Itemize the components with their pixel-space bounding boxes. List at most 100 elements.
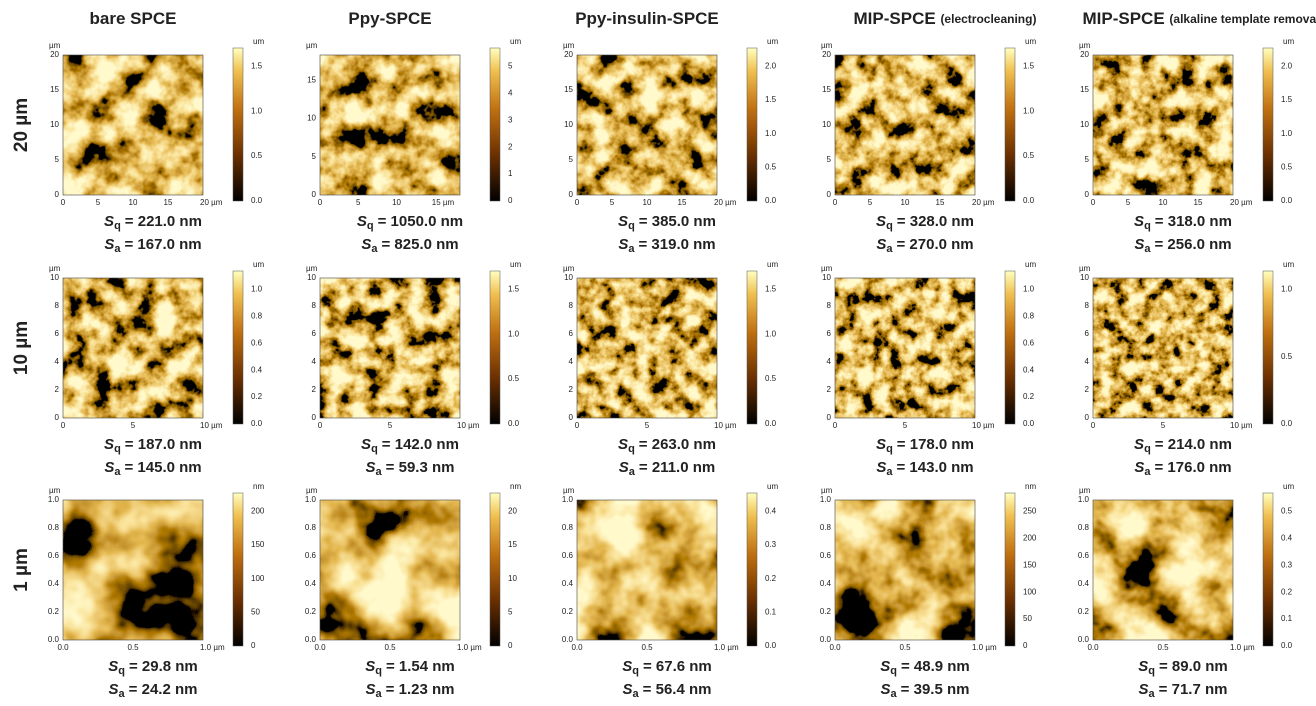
- y-tick-label: 6: [1085, 329, 1090, 338]
- image-frame: [319, 54, 461, 196]
- colorbar-tick-label: 20: [508, 506, 517, 515]
- colorbar-tick-label: 0.3: [765, 540, 777, 549]
- y-tick-label: 8: [55, 301, 60, 310]
- colorbar-tick-label: 1.0: [1023, 284, 1035, 293]
- y-tick-label: 6: [569, 329, 574, 338]
- axis-unit: µm: [821, 486, 833, 495]
- x-tick-label: 0.0: [829, 643, 841, 652]
- roughness-sq: Sq = 221.0 nm: [104, 213, 202, 232]
- colorbar-tick-label: 0: [508, 641, 513, 650]
- colorbar-tick-label: 150: [251, 540, 265, 549]
- colorbar-tick-label: 15: [508, 540, 517, 549]
- roughness-sa: Sa = 145.0 nm: [104, 459, 201, 478]
- colorbar-tick-label: 0.0: [1281, 419, 1293, 428]
- colorbar: [1004, 270, 1016, 425]
- image-frame: [319, 499, 461, 641]
- y-tick-label: 0.4: [1078, 579, 1090, 588]
- colorbar-unit: nm: [1025, 482, 1036, 491]
- y-tick-label: 15: [1080, 85, 1089, 94]
- roughness-sq: Sq = 178.0 nm: [876, 436, 974, 455]
- y-tick-label: 8: [312, 301, 317, 310]
- colorbar-tick-label: 1.0: [765, 129, 777, 138]
- x-tick-label: 10: [392, 198, 401, 207]
- roughness-sq: Sq = 67.6 nm: [622, 658, 712, 677]
- x-tick-label: 15 µm: [432, 198, 455, 207]
- axis-unit: µm: [306, 41, 318, 50]
- colorbar-tick-label: 150: [1023, 560, 1037, 569]
- colorbar-tick-label: 0.0: [251, 419, 263, 428]
- y-tick-label: 6: [827, 329, 832, 338]
- row-label: 10 µm: [11, 321, 32, 375]
- x-tick-label: 1.0 µm: [200, 643, 225, 652]
- x-tick-label: 0: [318, 421, 323, 430]
- colorbar-tick-label: 0.8: [251, 311, 263, 320]
- x-tick-label: 10: [1159, 198, 1168, 207]
- afm-image: [63, 278, 203, 418]
- x-tick-label: 0.5: [899, 643, 911, 652]
- y-tick-label: 0.4: [562, 579, 574, 588]
- colorbar-tick-label: 1.5: [1281, 95, 1293, 104]
- x-tick-label: 0.0: [571, 643, 583, 652]
- colorbar-tick-label: 0.5: [508, 374, 520, 383]
- colorbar-tick-label: 0.1: [765, 607, 777, 616]
- x-tick-label: 0.0: [314, 643, 326, 652]
- y-tick-label: 15: [50, 85, 59, 94]
- colorbar-unit: um: [1283, 37, 1294, 46]
- afm-image: [835, 55, 975, 195]
- colorbar-tick-label: 3: [508, 115, 513, 124]
- roughness-sa: Sa = 270.0 nm: [876, 236, 973, 255]
- column-title: Ppy-insulin-SPCE: [575, 9, 719, 28]
- colorbar-tick-label: 1.0: [1281, 284, 1293, 293]
- colorbar-tick-label: 1.0: [251, 284, 263, 293]
- y-tick-label: 0: [312, 190, 317, 199]
- image-frame: [1092, 499, 1234, 641]
- x-tick-label: 15: [936, 198, 945, 207]
- y-tick-label: 2: [569, 385, 574, 394]
- colorbar-tick-label: 0.5: [251, 151, 263, 160]
- afm-image: [63, 55, 203, 195]
- colorbar-tick-label: 0.0: [1023, 196, 1035, 205]
- y-tick-label: 0.0: [48, 635, 60, 644]
- y-tick-label: 15: [307, 75, 316, 84]
- y-tick-label: 0.8: [305, 523, 317, 532]
- y-tick-label: 10: [1080, 120, 1089, 129]
- colorbar-tick-label: 0.3: [1281, 560, 1293, 569]
- x-tick-label: 0.5: [1157, 643, 1169, 652]
- colorbar-unit: um: [767, 260, 778, 269]
- roughness-sq: Sq = 214.0 nm: [1134, 436, 1232, 455]
- y-tick-label: 0.4: [820, 579, 832, 588]
- colorbar-tick-label: 0: [1023, 641, 1028, 650]
- colorbar-tick-label: 2: [508, 142, 513, 151]
- x-tick-label: 5: [868, 198, 873, 207]
- roughness-sa: Sa = 56.4 nm: [623, 681, 712, 700]
- x-tick-label: 15: [164, 198, 173, 207]
- x-tick-label: 0: [1091, 421, 1096, 430]
- y-tick-label: 1.0: [562, 495, 574, 504]
- colorbar: [1262, 270, 1274, 425]
- y-tick-label: 10: [1080, 273, 1089, 282]
- y-tick-label: 10: [307, 114, 316, 123]
- y-tick-label: 4: [1085, 357, 1090, 366]
- afm-image: [320, 55, 460, 195]
- y-tick-label: 10: [50, 120, 59, 129]
- colorbar-tick-label: 1.5: [765, 284, 777, 293]
- axis-unit: µm: [49, 486, 61, 495]
- y-tick-label: 8: [569, 301, 574, 310]
- roughness-sq: Sq = 263.0 nm: [618, 436, 716, 455]
- image-frame: [1092, 54, 1234, 196]
- y-tick-label: 1.0: [820, 495, 832, 504]
- y-tick-label: 20: [1080, 50, 1089, 59]
- x-tick-label: 10: [901, 198, 910, 207]
- image-frame: [834, 277, 976, 419]
- x-tick-label: 0.0: [1087, 643, 1099, 652]
- x-tick-label: 1.0 µm: [457, 643, 482, 652]
- y-tick-label: 0.6: [562, 551, 574, 560]
- y-tick-label: 20: [564, 50, 573, 59]
- colorbar: [746, 270, 758, 425]
- y-tick-label: 2: [312, 385, 317, 394]
- roughness-sa: Sa = 71.7 nm: [1139, 681, 1228, 700]
- y-tick-label: 0.6: [305, 551, 317, 560]
- y-tick-label: 0.2: [1078, 607, 1090, 616]
- image-frame: [319, 277, 461, 419]
- afm-image: [1093, 278, 1233, 418]
